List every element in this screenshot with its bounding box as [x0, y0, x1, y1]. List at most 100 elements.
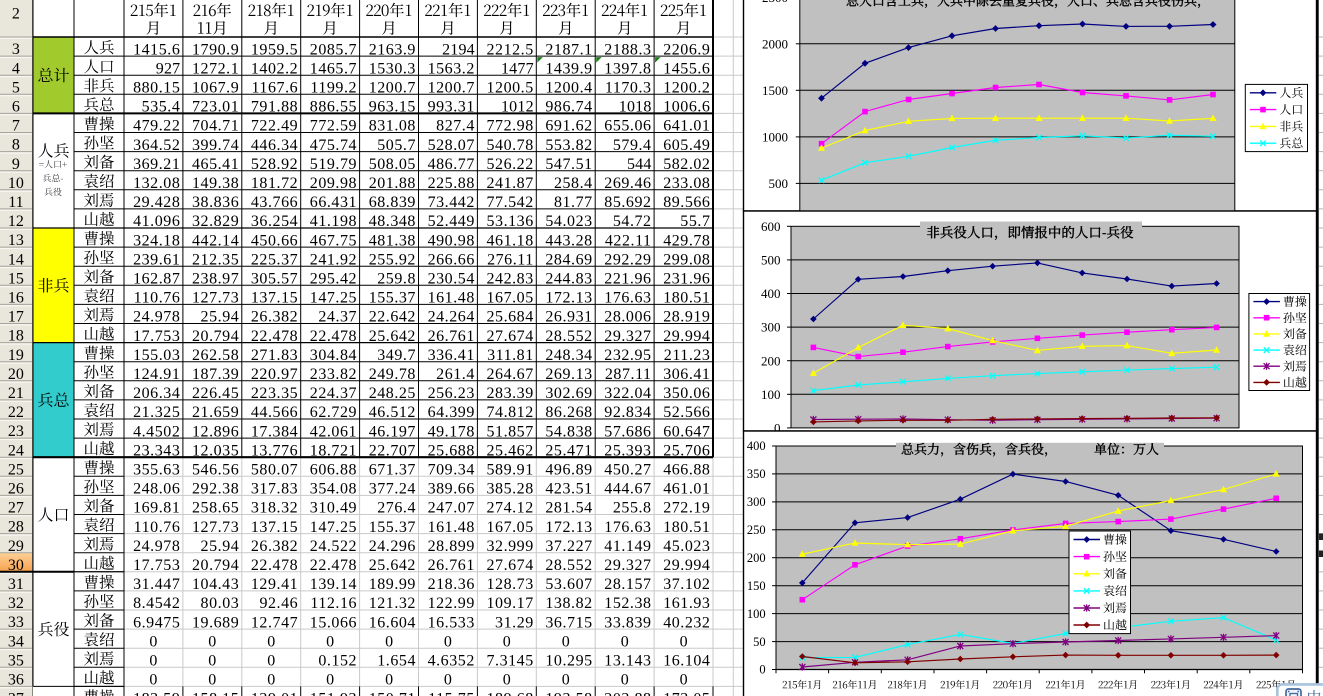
svg-text:26: 26 — [8, 481, 24, 498]
svg-text:1.654: 1.654 — [377, 653, 416, 670]
svg-text:0: 0 — [562, 672, 570, 689]
svg-text:336.41: 336.41 — [428, 347, 475, 364]
svg-text:259.8: 259.8 — [377, 271, 416, 288]
svg-text:486.77: 486.77 — [428, 156, 475, 173]
svg-text:29.428: 29.428 — [133, 194, 180, 211]
svg-text:0: 0 — [503, 672, 511, 689]
svg-text:52.566: 52.566 — [663, 404, 710, 421]
svg-text:261.4: 261.4 — [436, 366, 475, 383]
svg-text:1200.4: 1200.4 — [545, 80, 592, 97]
svg-text:2500: 2500 — [762, 0, 788, 5]
svg-text:201.88: 201.88 — [369, 175, 416, 192]
svg-text:0: 0 — [503, 633, 511, 650]
svg-text:28.006: 28.006 — [604, 309, 651, 326]
svg-text:12.747: 12.747 — [251, 614, 298, 631]
svg-text:0: 0 — [326, 633, 334, 650]
svg-text:155.37: 155.37 — [369, 290, 416, 307]
svg-text:292.29: 292.29 — [604, 251, 651, 268]
svg-text:258.65: 258.65 — [192, 500, 239, 517]
svg-text:255.8: 255.8 — [613, 500, 652, 517]
svg-text:2163.9: 2163.9 — [369, 41, 416, 58]
svg-text:429.78: 429.78 — [663, 232, 710, 249]
svg-text:112.16: 112.16 — [310, 595, 357, 612]
svg-text:528.92: 528.92 — [251, 156, 298, 173]
svg-text:299.08: 299.08 — [663, 251, 710, 268]
svg-text:258.4: 258.4 — [554, 175, 593, 192]
svg-text:64.399: 64.399 — [428, 404, 475, 421]
svg-text:40.232: 40.232 — [663, 614, 710, 631]
svg-text:181.72: 181.72 — [251, 175, 298, 192]
svg-text:218.36: 218.36 — [428, 576, 475, 593]
svg-text:354.08: 354.08 — [310, 481, 357, 498]
svg-text:723.01: 723.01 — [192, 99, 239, 116]
svg-text:18: 18 — [8, 328, 24, 345]
svg-text:544: 544 — [627, 156, 652, 173]
svg-text:17.753: 17.753 — [133, 557, 180, 574]
svg-text:266.66: 266.66 — [428, 251, 475, 268]
svg-text:66.431: 66.431 — [310, 194, 357, 211]
svg-text:34: 34 — [8, 633, 24, 650]
svg-text:147.25: 147.25 — [310, 519, 357, 536]
svg-text:24.522: 24.522 — [310, 538, 357, 555]
svg-text:1790.9: 1790.9 — [192, 41, 239, 58]
svg-text:399.74: 399.74 — [192, 137, 239, 154]
svg-text:1465.7: 1465.7 — [310, 60, 357, 77]
svg-text:317.83: 317.83 — [251, 481, 298, 498]
svg-text:242.83: 242.83 — [486, 271, 533, 288]
svg-text:37: 37 — [8, 691, 24, 696]
svg-text:180.51: 180.51 — [663, 519, 710, 536]
svg-text:8: 8 — [12, 137, 20, 154]
svg-text:241.87: 241.87 — [486, 175, 533, 192]
svg-text:4.4502: 4.4502 — [133, 423, 180, 440]
svg-text:500: 500 — [769, 176, 789, 191]
svg-text:475.74: 475.74 — [310, 137, 357, 154]
svg-text:1000: 1000 — [762, 130, 788, 145]
svg-text:0: 0 — [326, 672, 334, 689]
svg-text:233.08: 233.08 — [663, 175, 710, 192]
svg-text:772.59: 772.59 — [310, 118, 357, 135]
svg-text:25.642: 25.642 — [369, 557, 416, 574]
svg-text:89.566: 89.566 — [663, 194, 710, 211]
svg-text:546.56: 546.56 — [192, 462, 239, 479]
svg-text:20.794: 20.794 — [192, 557, 239, 574]
svg-text:43.766: 43.766 — [251, 194, 298, 211]
svg-text:0: 0 — [149, 633, 157, 650]
svg-text:0: 0 — [267, 653, 275, 670]
svg-text:7.3145: 7.3145 — [486, 653, 533, 670]
svg-text:0: 0 — [267, 672, 275, 689]
svg-text:496.89: 496.89 — [545, 462, 592, 479]
svg-text:461.18: 461.18 — [486, 232, 533, 249]
svg-text:248.06: 248.06 — [133, 481, 180, 498]
svg-text:187.39: 187.39 — [192, 366, 239, 383]
svg-text:318.32: 318.32 — [251, 500, 298, 517]
svg-text:20.794: 20.794 — [192, 328, 239, 345]
svg-text:963.15: 963.15 — [369, 99, 416, 116]
svg-text:0: 0 — [208, 672, 216, 689]
svg-text:772.98: 772.98 — [486, 118, 533, 135]
svg-text:466.88: 466.88 — [663, 462, 710, 479]
svg-text:6.9475: 6.9475 — [133, 614, 180, 631]
svg-text:15: 15 — [8, 270, 24, 287]
svg-text:129.41: 129.41 — [251, 576, 298, 593]
svg-text:300: 300 — [761, 320, 781, 335]
svg-text:147.25: 147.25 — [310, 290, 357, 307]
svg-text:77.542: 77.542 — [486, 194, 533, 211]
svg-text:26.382: 26.382 — [251, 538, 298, 555]
svg-text:137.15: 137.15 — [251, 519, 298, 536]
svg-text:880.15: 880.15 — [133, 80, 180, 97]
svg-text:25: 25 — [8, 461, 24, 478]
svg-text:422.11: 422.11 — [605, 232, 652, 249]
svg-text:13.776: 13.776 — [251, 442, 298, 459]
svg-text:38.836: 38.836 — [192, 194, 239, 211]
svg-text:2187.1: 2187.1 — [545, 41, 592, 58]
svg-text:220.97: 220.97 — [251, 366, 298, 383]
svg-text:0: 0 — [759, 663, 765, 677]
svg-text:57.686: 57.686 — [604, 423, 651, 440]
svg-text:442.14: 442.14 — [192, 232, 239, 249]
svg-text:172.13: 172.13 — [545, 519, 592, 536]
svg-text:29: 29 — [8, 538, 24, 555]
svg-text:29.327: 29.327 — [604, 557, 651, 574]
svg-text:225.88: 225.88 — [428, 175, 475, 192]
svg-text:100: 100 — [761, 387, 781, 402]
svg-text:161.93: 161.93 — [663, 595, 710, 612]
